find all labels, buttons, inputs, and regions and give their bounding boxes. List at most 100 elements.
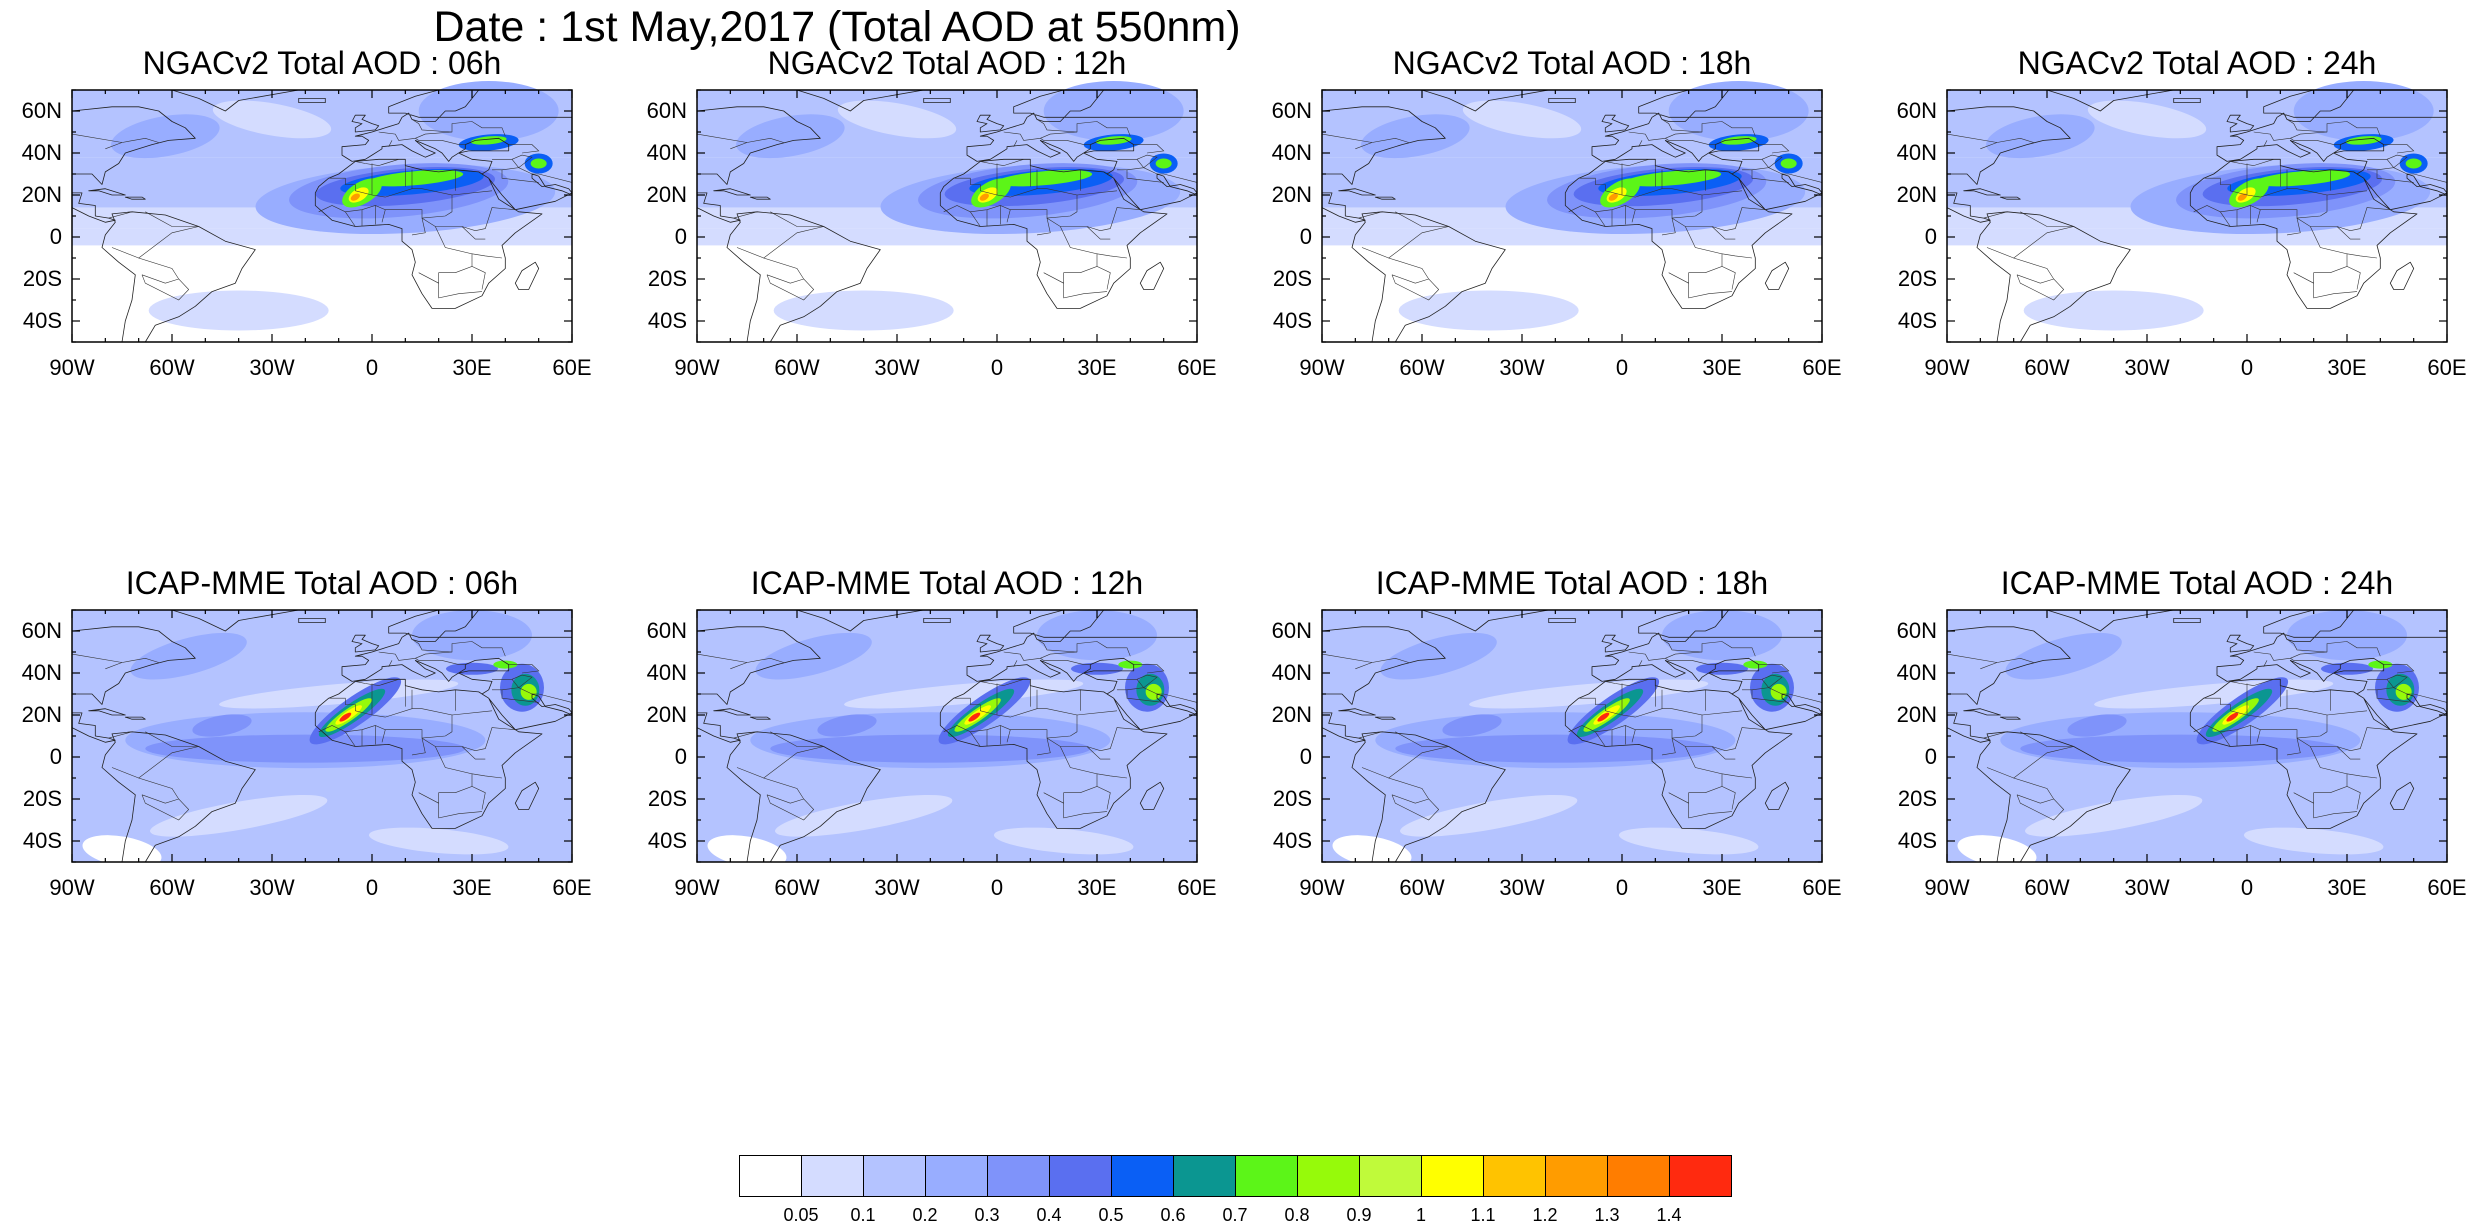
latitude-label: 40N (1271, 660, 1312, 685)
colorbar-label: 0.05 (783, 1205, 819, 1225)
longitude-label: 60E (1177, 355, 1217, 380)
latitude-label: 40S (22, 308, 62, 333)
longitude-label: 60W (2024, 875, 2070, 900)
latitude-label: 20N (21, 182, 62, 207)
latitude-label: 0 (674, 224, 687, 249)
longitude-label: 60W (149, 355, 195, 380)
colorbar-label: 0.3 (974, 1205, 1000, 1225)
longitude-label: 30E (1077, 875, 1117, 900)
longitude-label: 30W (249, 355, 295, 380)
figure-title: Date : 1st May,2017 (Total AOD at 550nm) (433, 3, 1241, 51)
axis-ticks (1946, 609, 2448, 863)
aod-field (72, 610, 572, 868)
aod-map (696, 609, 1198, 868)
longitude-label: 30W (874, 875, 920, 900)
map-panel-8: ICAP-MME Total AOD : 24h 60N 40N 20N 0 20S 40S… (1877, 564, 2466, 926)
colorbar-swatch (1297, 1155, 1360, 1197)
latitude-label: 20S (22, 266, 62, 291)
longitude-label: 30W (1499, 875, 1545, 900)
colorbar-label: 0.9 (1346, 1205, 1372, 1225)
latitude-label: 0 (674, 744, 687, 769)
longitude-label: 0 (990, 355, 1004, 380)
colorbar-swatch (739, 1155, 802, 1197)
colorbar-label: 1.2 (1532, 1205, 1558, 1225)
colorbar-label: 1.1 (1470, 1205, 1496, 1225)
map-panel-5: ICAP-MME Total AOD : 06h 60N 40N 20N 0 20S 40S… (2, 564, 642, 926)
panel-title: ICAP-MME Total AOD : 24h (2000, 565, 2394, 601)
map-panel-2: NGACv2 Total AOD : 12h 60N 40N 20N 0 20S 40S 90… (627, 44, 1267, 406)
latitude-label: 60N (21, 98, 62, 123)
longitude-label: 30W (2124, 875, 2170, 900)
latitude-label: 40N (21, 660, 62, 685)
longitude-label: 60W (774, 355, 820, 380)
coastlines (1946, 609, 2448, 863)
map-panel-1: NGACv2 Total AOD : 06h 60N 40N 20N 0 20S 40S 90… (2, 44, 642, 406)
longitude-label: 60E (552, 355, 592, 380)
colorbar-label: 1.3 (1594, 1205, 1620, 1225)
latitude-label: 20N (1896, 182, 1937, 207)
latitude-label: 20N (1896, 702, 1937, 727)
latitude-label: 40N (1271, 140, 1312, 165)
longitude-label: 60E (1802, 355, 1842, 380)
latitude-label: 0 (49, 224, 62, 249)
longitude-label: 0 (1615, 355, 1629, 380)
longitude-label: 30E (1077, 355, 1117, 380)
axis-ticks (1321, 609, 1823, 863)
coastlines (696, 89, 1198, 343)
longitude-label: 60W (774, 875, 820, 900)
latitude-label: 40N (21, 140, 62, 165)
longitude-label: 90W (49, 355, 95, 380)
aod-field (72, 81, 572, 342)
aod-map (71, 609, 573, 868)
latitude-label: 60N (1896, 98, 1937, 123)
longitude-label: 60E (1177, 875, 1217, 900)
latitude-label: 40S (1897, 828, 1937, 853)
latitude-label: 40S (1272, 308, 1312, 333)
longitude-label: 0 (2240, 875, 2254, 900)
coastlines (1321, 89, 1823, 343)
colorbar-label: 0.4 (1036, 1205, 1062, 1225)
longitude-label: 60E (2427, 875, 2466, 900)
latitude-label: 40S (1272, 828, 1312, 853)
panel-title: ICAP-MME Total AOD : 12h (750, 565, 1144, 601)
colorbar-swatch (1359, 1155, 1422, 1197)
longitude-label: 60E (552, 875, 592, 900)
longitude-label: 30W (1499, 355, 1545, 380)
map-panel-3: NGACv2 Total AOD : 18h 60N 40N 20N 0 20S 40S 90… (1252, 44, 1892, 406)
colorbar-swatch (1049, 1155, 1112, 1197)
longitude-label: 60W (1399, 355, 1445, 380)
aod-map (1321, 609, 1823, 868)
aod-field (1947, 610, 2447, 868)
aod-map (71, 81, 573, 343)
longitude-label: 30E (452, 875, 492, 900)
colorbar-label: 0.6 (1160, 1205, 1186, 1225)
longitude-label: 0 (365, 355, 379, 380)
panel-title: NGACv2 Total AOD : 06h (142, 45, 502, 81)
colorbar-label: 0.5 (1098, 1205, 1124, 1225)
longitude-label: 60W (2024, 355, 2070, 380)
longitude-label: 30E (2327, 875, 2367, 900)
latitude-label: 20N (646, 182, 687, 207)
latitude-label: 0 (1924, 224, 1937, 249)
longitude-label: 30W (2124, 355, 2170, 380)
colorbar-swatch (1607, 1155, 1670, 1197)
longitude-label: 90W (49, 875, 95, 900)
longitude-label: 0 (990, 875, 1004, 900)
latitude-label: 40S (1897, 308, 1937, 333)
longitude-label: 60W (1399, 875, 1445, 900)
coastlines (71, 609, 573, 863)
latitude-label: 20S (1897, 786, 1937, 811)
axis-ticks (1946, 89, 2448, 343)
latitude-label: 0 (1299, 744, 1312, 769)
longitude-label: 30E (1702, 875, 1742, 900)
latitude-label: 20S (1897, 266, 1937, 291)
axis-ticks (1321, 89, 1823, 343)
latitude-label: 0 (49, 744, 62, 769)
latitude-label: 20S (1272, 786, 1312, 811)
longitude-label: 30W (874, 355, 920, 380)
latitude-label: 20N (1271, 182, 1312, 207)
axis-ticks (71, 609, 573, 863)
aod-field (1947, 81, 2447, 342)
colorbar-swatch (1235, 1155, 1298, 1197)
colorbar-swatch (987, 1155, 1050, 1197)
